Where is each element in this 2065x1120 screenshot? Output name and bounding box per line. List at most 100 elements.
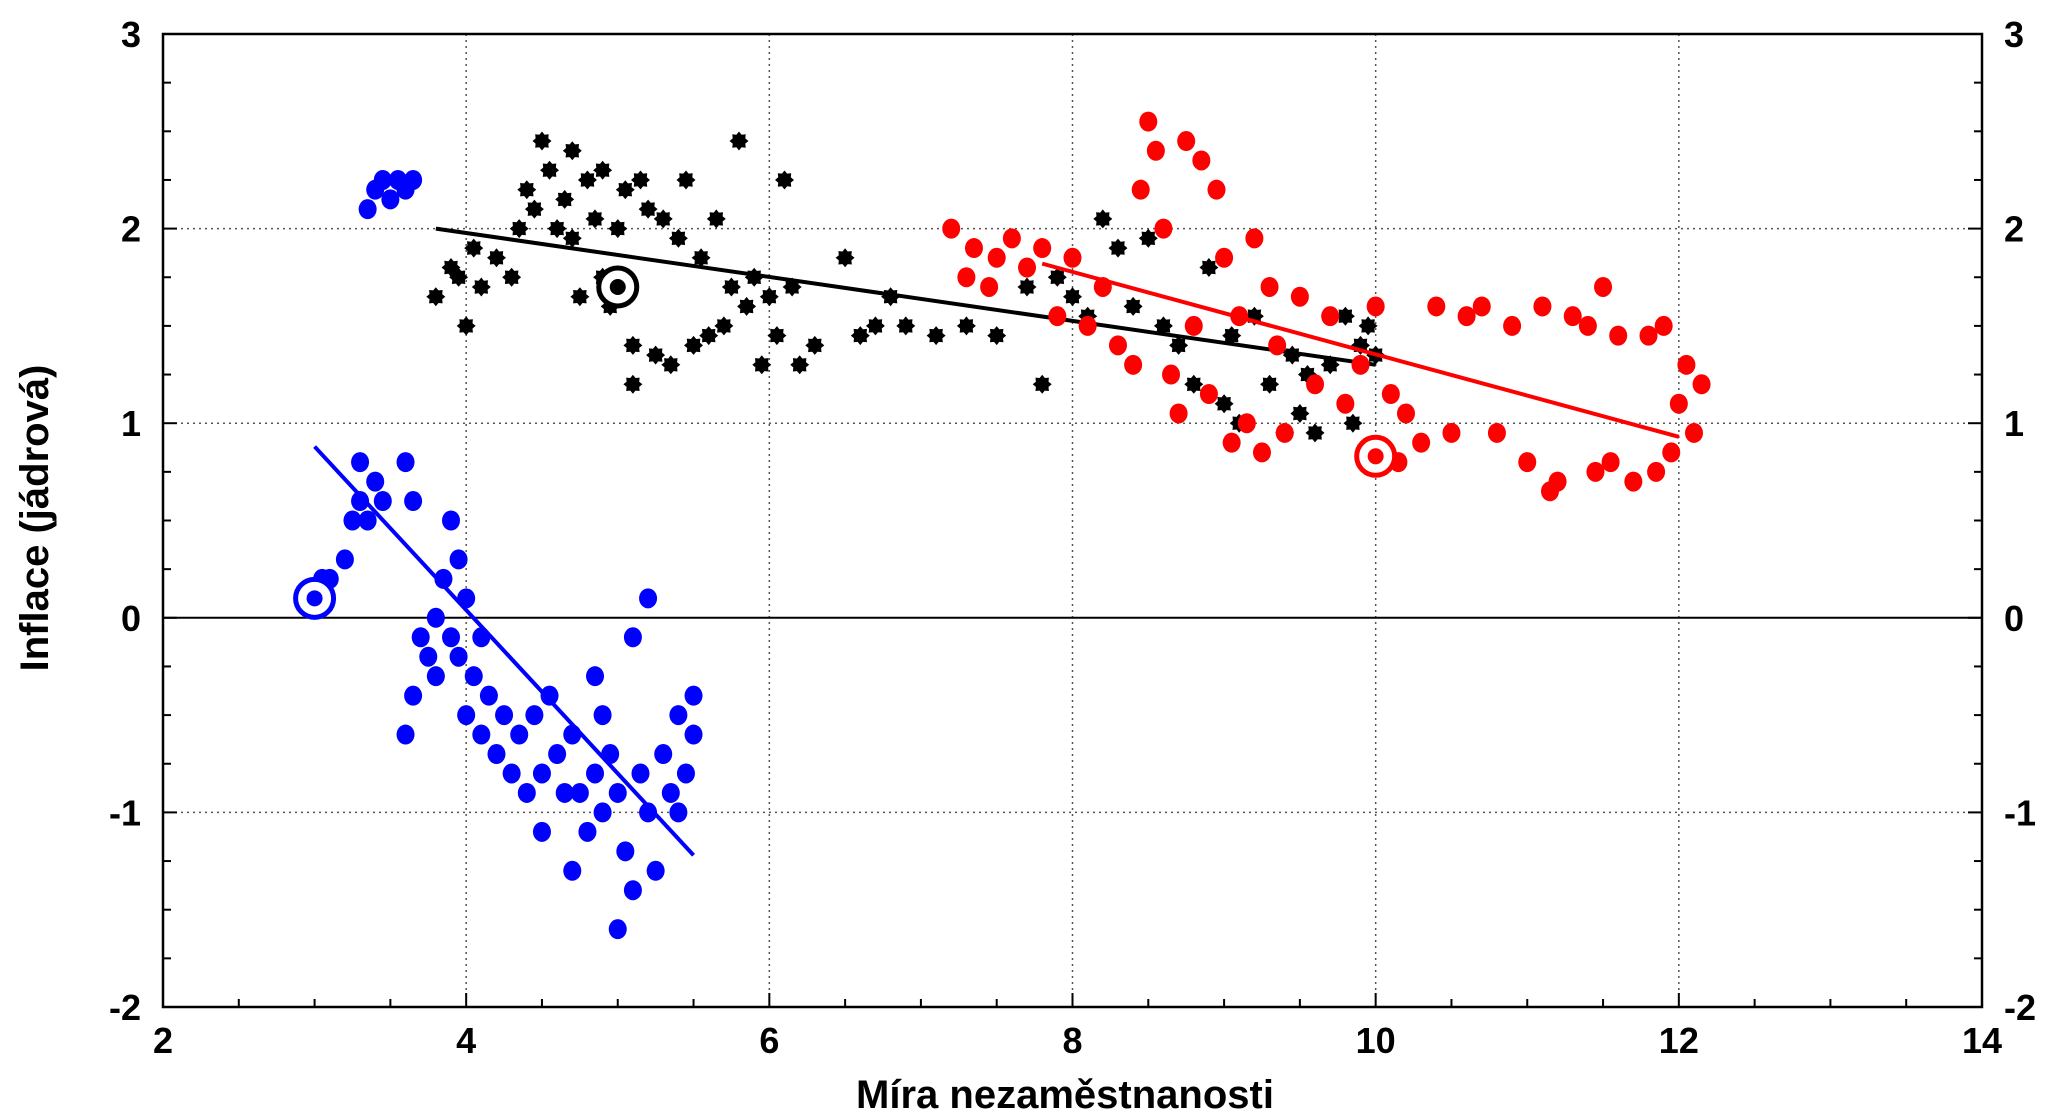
data-point [426,666,445,687]
y-tick-label-left: 0 [121,598,141,639]
data-point [586,666,605,687]
y-tick-label-left: -1 [109,792,141,833]
data-point [926,326,946,346]
data-point [449,549,468,570]
data-point [631,763,650,784]
data-point [1677,354,1696,375]
data-point [1184,315,1203,336]
data-point [1139,111,1158,132]
data-point [1586,461,1605,482]
data-point [555,189,575,209]
data-point [1222,326,1242,346]
data-point [706,209,726,229]
data-point [956,316,976,336]
data-point [1396,403,1415,424]
data-point [1321,306,1340,327]
data-point [1230,306,1249,327]
data-point [623,880,642,901]
data-point [510,724,529,745]
data-point [669,705,688,726]
data-point [509,219,529,239]
data-point [638,199,658,219]
data-point [980,276,999,297]
data-point [1245,228,1264,249]
data-point [729,131,749,151]
data-point [442,627,461,648]
data-point [1427,296,1446,317]
data-point [487,248,506,268]
data-point [623,627,642,648]
data-point [1222,432,1241,453]
data-point [1192,150,1211,171]
data-point [1131,179,1150,200]
data-point [426,287,446,307]
data-point [517,180,537,200]
data-point [1177,131,1196,152]
data-point [434,568,453,589]
data-point [562,141,582,161]
data-point [335,549,354,570]
data-point [987,326,1007,346]
data-point [684,335,703,355]
data-point [343,510,362,531]
data-point [623,335,643,355]
data-point [1487,422,1506,443]
y-axis-title: Inflace (jádrová) [13,365,57,672]
data-point [351,452,370,473]
data-point [495,705,514,726]
data-point [1343,413,1363,433]
data-point [351,491,370,512]
data-point [646,860,665,881]
y-tick-label-left: -2 [109,987,141,1028]
data-point [464,238,484,258]
data-point [615,180,635,200]
data-point [502,267,522,287]
data-point [540,685,559,706]
data-point [942,218,961,239]
data-point [608,782,627,803]
data-point [691,248,711,268]
data-point [1146,140,1165,161]
y-tick-label-right: -2 [2004,987,2036,1028]
data-point [373,491,392,512]
data-point [426,607,445,628]
data-point [577,170,597,190]
x-tick-label: 8 [1062,1020,1082,1061]
data-point [404,491,423,512]
data-point [1335,306,1355,326]
x-tick-label: 10 [1356,1020,1396,1061]
y-tick-label-right: 2 [2004,209,2024,250]
data-point [1184,374,1204,394]
data-point [449,267,469,287]
data-point [1047,267,1067,287]
data-point [1282,345,1302,365]
data-point [1093,209,1113,229]
data-point [1594,276,1613,297]
data-point [1624,471,1643,492]
y-tick-label-left: 2 [121,209,141,250]
y-tick-label-right: 1 [2004,403,2024,444]
trend-line [435,226,1376,367]
data-point [744,267,764,287]
data-point [1503,315,1522,336]
data-point [1154,218,1173,239]
data-point [585,209,605,229]
data-point [1275,422,1294,443]
data-point [737,296,757,316]
data-point [668,228,688,248]
data-point [1124,354,1143,375]
data-point [525,705,544,726]
data-point [593,160,613,180]
data-point [479,685,498,706]
data-point [669,802,688,823]
data-point [646,345,666,365]
data-point [1609,325,1628,346]
data-point [1207,179,1226,200]
highlight-center [609,278,626,295]
data-point [759,287,779,307]
data-point [457,705,476,726]
data-point [524,199,544,219]
data-point [1336,393,1355,414]
data-point [1358,316,1378,336]
